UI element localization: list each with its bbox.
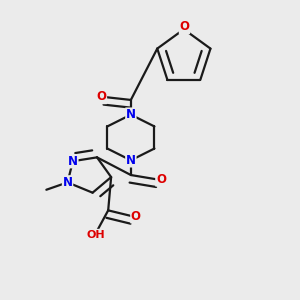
Text: O: O [156, 173, 166, 186]
Text: O: O [131, 210, 141, 223]
Text: N: N [126, 108, 136, 121]
Text: N: N [68, 155, 78, 168]
Text: O: O [96, 91, 106, 103]
Text: N: N [126, 154, 136, 167]
Text: N: N [63, 176, 73, 189]
Text: O: O [179, 20, 190, 33]
Text: OH: OH [86, 230, 105, 239]
